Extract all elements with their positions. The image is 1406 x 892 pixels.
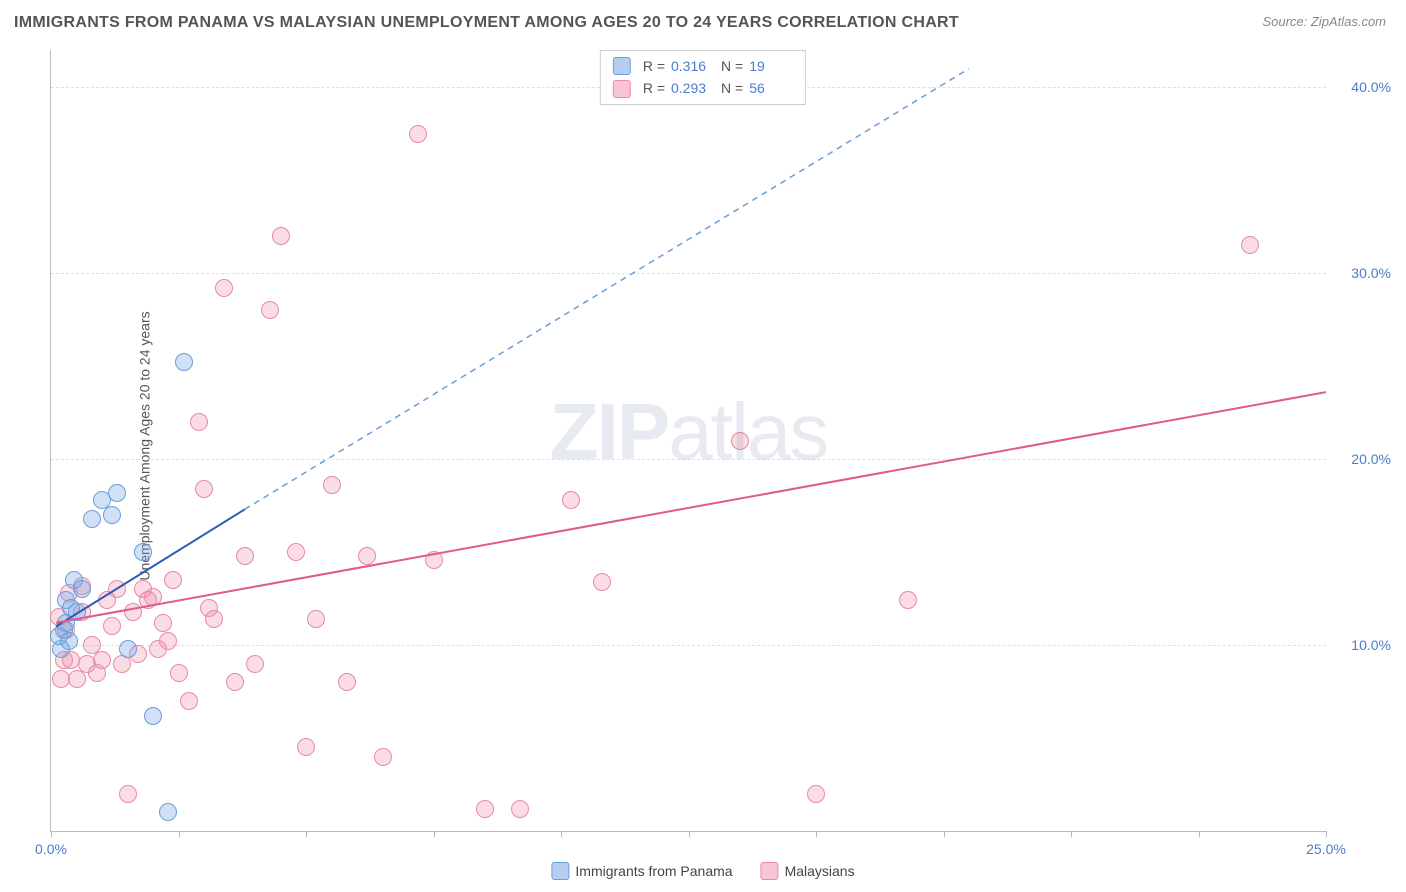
data-point [226,673,244,691]
watermark-atlas: atlas [668,386,827,475]
y-tick-label: 10.0% [1351,637,1391,653]
data-point [425,551,443,569]
source-attribution: Source: ZipAtlas.com [1262,14,1386,29]
stats-legend: R = 0.316 N = 19 R = 0.293 N = 56 [600,50,806,105]
data-point [93,651,111,669]
data-point [108,484,126,502]
x-tick-label: 0.0% [35,841,67,857]
data-point [60,632,78,650]
data-point [593,573,611,591]
data-point [124,603,142,621]
data-point [144,707,162,725]
x-tick [179,831,180,837]
swatch-malaysians-icon [613,80,631,98]
data-point [175,353,193,371]
n-label: N = [721,55,743,77]
stats-row-malaysians: R = 0.293 N = 56 [613,77,793,99]
data-point [68,670,86,688]
r-value-panama: 0.316 [671,55,715,77]
x-tick [434,831,435,837]
watermark: ZIPatlas [550,385,827,477]
data-point [307,610,325,628]
x-tick [1326,831,1327,837]
regression-lines [51,50,1326,831]
data-point [731,432,749,450]
data-point [103,506,121,524]
data-point [272,227,290,245]
data-point [261,301,279,319]
correlation-chart: IMMIGRANTS FROM PANAMA VS MALAYSIAN UNEM… [0,0,1406,892]
data-point [323,476,341,494]
data-point [215,279,233,297]
data-point [246,655,264,673]
legend-item-malaysians: Malaysians [761,862,855,880]
watermark-zip: ZIP [550,386,668,475]
data-point [236,547,254,565]
r-label: R = [643,55,665,77]
data-point [139,591,157,609]
plot-area: ZIPatlas 10.0%20.0%30.0%40.0%0.0%25.0% [50,50,1326,832]
x-tick-label: 25.0% [1306,841,1346,857]
data-point [103,617,121,635]
series-legend: Immigrants from Panama Malaysians [551,862,854,880]
data-point [68,603,86,621]
x-tick [689,831,690,837]
data-point [297,738,315,756]
n-value-malaysians: 56 [749,77,793,99]
data-point [73,580,91,598]
data-point [83,510,101,528]
x-tick [561,831,562,837]
x-tick [816,831,817,837]
data-point [899,591,917,609]
data-point [338,673,356,691]
data-point [119,785,137,803]
data-point [190,413,208,431]
data-point [164,571,182,589]
data-point [159,632,177,650]
n-value-panama: 19 [749,55,793,77]
data-point [807,785,825,803]
swatch-panama-icon [613,57,631,75]
x-tick [1199,831,1200,837]
y-tick-label: 30.0% [1351,265,1391,281]
data-point [159,803,177,821]
x-tick [1071,831,1072,837]
gridline [51,273,1326,274]
stats-row-panama: R = 0.316 N = 19 [613,55,793,77]
data-point [170,664,188,682]
x-tick [51,831,52,837]
n-label: N = [721,77,743,99]
swatch-panama-icon [551,862,569,880]
data-point [409,125,427,143]
gridline [51,459,1326,460]
x-tick [306,831,307,837]
x-tick [944,831,945,837]
legend-item-panama: Immigrants from Panama [551,862,732,880]
data-point [154,614,172,632]
data-point [180,692,198,710]
data-point [200,599,218,617]
swatch-malaysians-icon [761,862,779,880]
data-point [287,543,305,561]
data-point [134,543,152,561]
legend-label-malaysians: Malaysians [785,863,855,879]
data-point [511,800,529,818]
data-point [1241,236,1259,254]
r-value-malaysians: 0.293 [671,77,715,99]
y-tick-label: 40.0% [1351,79,1391,95]
legend-label-panama: Immigrants from Panama [575,863,732,879]
data-point [195,480,213,498]
data-point [476,800,494,818]
y-tick-label: 20.0% [1351,451,1391,467]
data-point [562,491,580,509]
data-point [374,748,392,766]
chart-title: IMMIGRANTS FROM PANAMA VS MALAYSIAN UNEM… [14,14,959,32]
data-point [119,640,137,658]
gridline [51,645,1326,646]
r-label: R = [643,77,665,99]
data-point [108,580,126,598]
data-point [358,547,376,565]
